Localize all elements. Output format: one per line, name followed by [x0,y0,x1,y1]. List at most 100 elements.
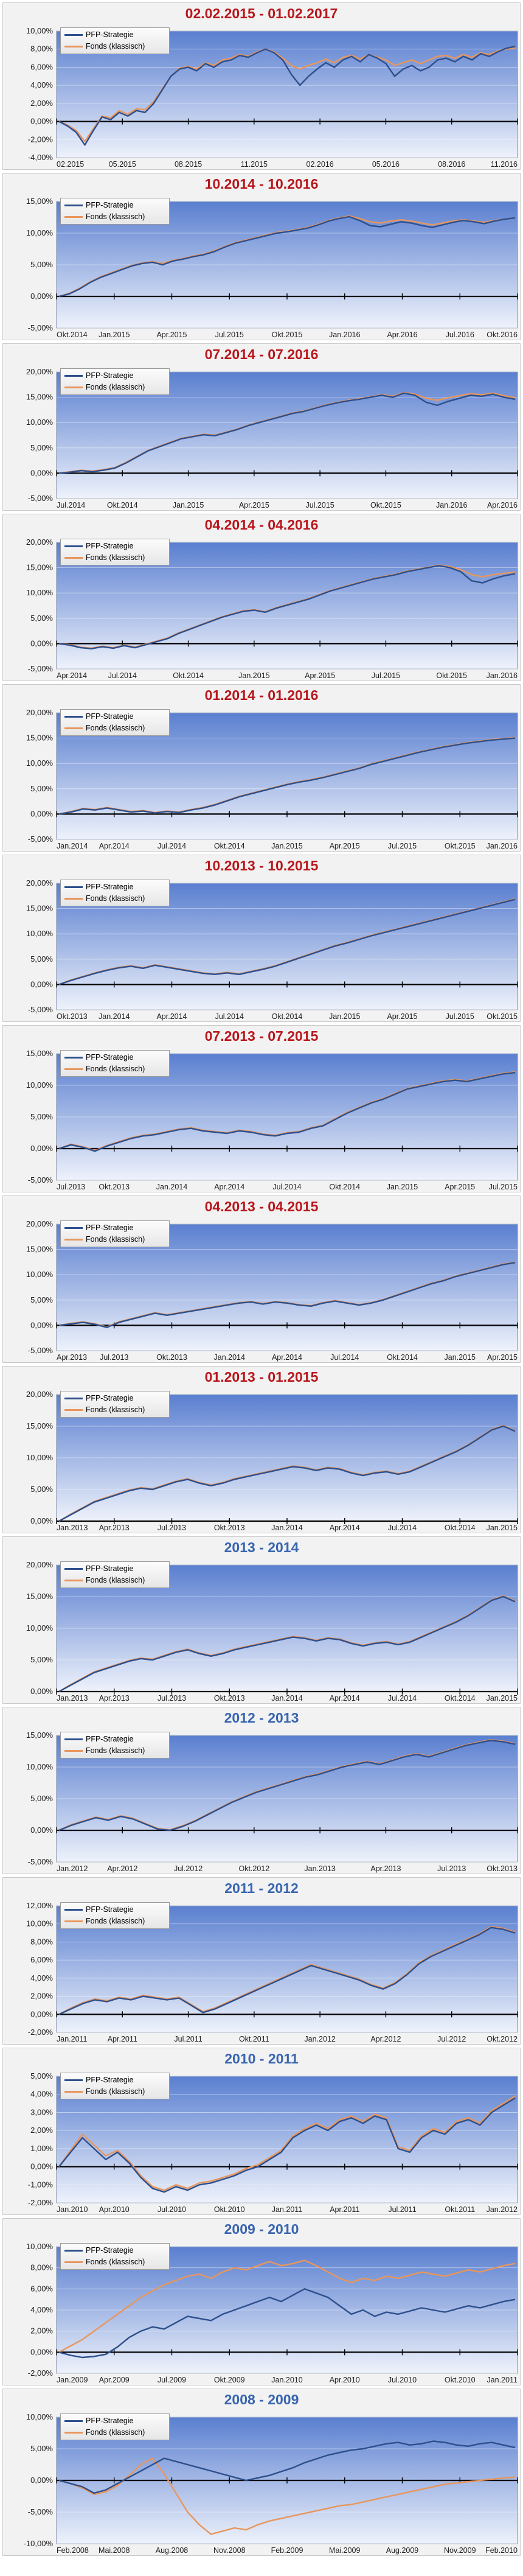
x-tick-label: Jan.2016 [329,331,360,339]
series-line-strategy [58,898,516,985]
legend-item: Fonds (klassisch) [64,553,145,562]
x-tick-label: 11.2015 [241,160,268,169]
series-line-strategy [58,2288,516,2359]
legend-item: Fonds (klassisch) [64,1405,145,1415]
y-tick-label: -2,00% [28,135,54,144]
y-tick-label: 15,00% [26,393,54,402]
y-tick-label: 5,00% [30,260,53,269]
legend-swatch [64,2250,83,2252]
legend-label: PFP-Strategie [86,712,134,721]
x-tick-label: Jul.2014 [388,1524,417,1532]
x-tick-label: Okt.2009 [214,2376,245,2384]
x-tick-label: Okt.2014 [214,842,245,850]
legend-swatch [64,205,83,207]
x-tick-label: 02.2016 [307,160,334,169]
legend-item: Fonds (klassisch) [64,212,145,222]
x-tick-label: Okt.2010 [214,2205,245,2214]
legend-item: Fonds (klassisch) [64,894,145,903]
y-tick-label: 0,00% [30,117,53,126]
y-tick-label: 5,00% [30,1485,53,1494]
legend: PFP-Strategie Fonds (klassisch) [60,198,170,225]
y-tick-label: 2,00% [30,2126,53,2135]
legend-swatch [64,1057,83,1059]
x-tick-label: Apr.2014 [330,1524,360,1532]
chart-panel: 2010 - 2011 -2,00% -1,00% 0,00% 1,00% 2,00% 3,… [2,2048,521,2215]
legend-item: Fonds (klassisch) [64,2427,145,2437]
chart-panel: 07.2014 - 07.2016 -5,00% 0,00% 5,00% 10,00% 1… [2,343,521,511]
x-tick-label: Okt.2014 [57,331,88,339]
y-tick-label: 0,00% [30,2476,53,2485]
series-line-fund [58,2095,516,2191]
x-tick-label: Okt.2012 [487,2035,518,2043]
x-tick-label: Jul.2011 [174,2035,202,2043]
x-tick-label: Okt.2013 [214,1694,245,1703]
y-tick-label: 10,00% [26,2412,54,2421]
legend-swatch [64,1409,83,1412]
x-tick-label: Okt.2015 [487,1012,518,1021]
x-tick-label: Jan.2014 [214,1353,245,1362]
x-tick-label: Apr.2016 [387,331,417,339]
legend: PFP-Strategie Fonds (klassisch) [60,1902,170,1929]
x-tick-label: Jul.2014 [215,1012,244,1021]
x-tick-label: Jan.2011 [487,2376,518,2384]
y-tick-label: 4,00% [30,80,53,89]
y-tick-label: -5,00% [28,1005,54,1014]
legend-item: PFP-Strategie [64,1734,134,1744]
legend-item: Fonds (klassisch) [64,382,145,392]
legend: PFP-Strategie Fonds (klassisch) [60,368,170,395]
y-tick-label: 10,00% [26,588,54,597]
y-tick-label: 0,00% [30,2162,53,2171]
y-tick-label: 0,00% [30,1144,53,1153]
legend-swatch [64,716,83,718]
chart-title: 2010 - 2011 [224,2051,299,2067]
x-tick-label: Jul.2014 [272,1183,301,1191]
x-tick-label: Feb.2008 [57,2546,89,2555]
chart-title: 07.2014 - 07.2016 [204,346,319,362]
x-tick-label: Apr.2015 [445,1183,475,1191]
y-tick-label: -5,00% [28,323,54,332]
legend-swatch [64,1580,83,1582]
y-tick-label: 10,00% [26,929,54,938]
legend-item: Fonds (klassisch) [64,1746,145,1755]
chart-panel: 07.2013 - 07.2015 -5,00% 0,00% 5,00% 10,00% 1… [2,1025,521,1192]
series-line-strategy [58,1262,516,1328]
x-tick-label: Okt.2010 [445,2376,476,2384]
x-tick-label: Aug.2009 [386,2546,419,2555]
x-tick-label: Okt.2013 [99,1183,130,1191]
y-tick-label: 20,00% [26,878,54,887]
legend-item: PFP-Strategie [64,2245,134,2255]
legend-item: PFP-Strategie [64,200,134,210]
x-tick-label: Apr.2016 [487,501,518,509]
y-tick-label: 5,00% [30,1295,53,1304]
chart-title: 02.02.2015 - 01.02.2017 [185,5,338,21]
x-tick-label: Jul.2013 [158,1694,186,1703]
y-tick-label: 15,00% [26,904,54,913]
chart-svg: -5,00% 0,00% 5,00% 10,00% 15,00% 20,00% Jul.20… [26,367,518,509]
x-tick-label: Jan.2010 [271,2376,302,2384]
legend-swatch [64,886,83,889]
chart-title: 01.2013 - 01.2015 [204,1369,319,1385]
legend: PFP-Strategie Fonds (klassisch) [60,1050,170,1077]
x-tick-label: Apr.2010 [330,2376,360,2384]
series-line-fund [58,2259,516,2353]
x-tick-label: Jul.2010 [388,2376,417,2384]
legend-swatch [64,387,83,389]
y-tick-label: 4,00% [30,2090,53,2099]
legend-item: Fonds (klassisch) [64,2257,145,2267]
series-line-strategy [58,46,516,146]
legend: PFP-Strategie Fonds (klassisch) [60,1561,170,1588]
x-tick-label: Apr.2012 [370,2035,401,2043]
x-tick-label: Apr.2011 [330,2205,359,2214]
y-tick-label: 10,00% [26,1623,54,1633]
y-tick-label: 10,00% [26,1919,54,1928]
chart-title: 2008 - 2009 [224,2392,299,2407]
x-tick-label: Jul.2014 [388,1694,417,1703]
x-tick-label: Jan.2016 [487,671,518,680]
legend-swatch [64,1920,83,1923]
x-tick-label: Okt.2013 [156,1353,187,1362]
x-tick-label: Apr.2015 [305,671,335,680]
y-tick-label: -4,00% [28,153,54,162]
y-tick-label: 20,00% [26,708,54,717]
x-tick-label: Jan.2013 [57,1524,88,1532]
y-tick-label: 15,00% [26,197,54,206]
